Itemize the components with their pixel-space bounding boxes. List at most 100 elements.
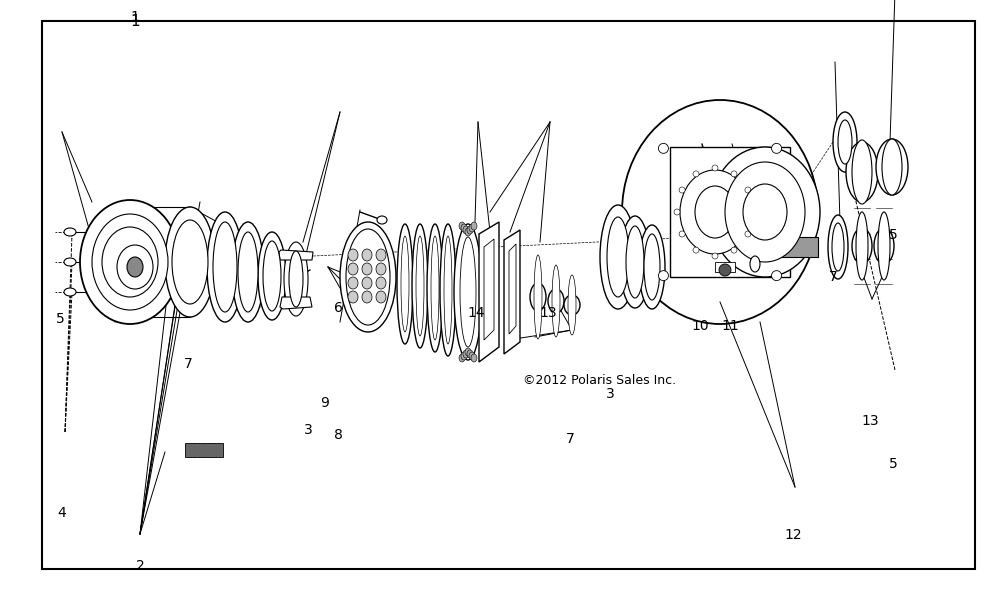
- Ellipse shape: [463, 226, 469, 234]
- Ellipse shape: [467, 350, 473, 358]
- Ellipse shape: [348, 249, 358, 261]
- Ellipse shape: [459, 222, 465, 230]
- Ellipse shape: [92, 214, 168, 310]
- Text: 8: 8: [334, 427, 342, 442]
- Polygon shape: [504, 230, 520, 354]
- Ellipse shape: [232, 222, 264, 322]
- Text: ©2012 Polaris Sales Inc.: ©2012 Polaris Sales Inc.: [523, 373, 677, 386]
- Text: 1: 1: [131, 10, 139, 24]
- Ellipse shape: [348, 263, 358, 275]
- Ellipse shape: [828, 215, 848, 279]
- Ellipse shape: [284, 242, 308, 316]
- Ellipse shape: [376, 277, 386, 289]
- Ellipse shape: [548, 289, 564, 313]
- Ellipse shape: [172, 220, 208, 304]
- Ellipse shape: [838, 120, 852, 164]
- Ellipse shape: [882, 139, 902, 195]
- Ellipse shape: [461, 352, 467, 360]
- Ellipse shape: [440, 224, 456, 356]
- Ellipse shape: [745, 231, 751, 237]
- Ellipse shape: [165, 207, 215, 317]
- Ellipse shape: [731, 247, 737, 253]
- Ellipse shape: [658, 271, 668, 281]
- Ellipse shape: [750, 209, 756, 215]
- Ellipse shape: [852, 140, 872, 204]
- Ellipse shape: [362, 249, 372, 261]
- Ellipse shape: [743, 184, 787, 240]
- Ellipse shape: [213, 222, 237, 312]
- Polygon shape: [279, 250, 313, 260]
- Ellipse shape: [471, 222, 477, 230]
- Ellipse shape: [658, 143, 668, 154]
- Ellipse shape: [674, 209, 680, 215]
- Ellipse shape: [719, 264, 731, 276]
- Ellipse shape: [117, 245, 153, 289]
- Polygon shape: [484, 239, 494, 340]
- Ellipse shape: [679, 187, 685, 193]
- Ellipse shape: [397, 224, 413, 344]
- Ellipse shape: [568, 275, 576, 335]
- Ellipse shape: [833, 112, 857, 172]
- Ellipse shape: [362, 263, 372, 275]
- Ellipse shape: [534, 255, 542, 339]
- Ellipse shape: [465, 348, 471, 356]
- Ellipse shape: [401, 236, 409, 332]
- Ellipse shape: [289, 251, 303, 307]
- Text: 11: 11: [721, 319, 739, 334]
- Bar: [715, 262, 735, 272]
- Text: 5: 5: [56, 312, 64, 326]
- Ellipse shape: [348, 291, 358, 303]
- Text: 9: 9: [321, 396, 329, 411]
- Text: 3: 3: [304, 423, 312, 438]
- Text: 5: 5: [889, 228, 897, 242]
- Text: 5: 5: [889, 456, 897, 471]
- Ellipse shape: [454, 224, 482, 360]
- Ellipse shape: [832, 223, 844, 271]
- Ellipse shape: [461, 224, 467, 232]
- Ellipse shape: [680, 170, 750, 254]
- Ellipse shape: [376, 249, 386, 261]
- Ellipse shape: [725, 162, 805, 262]
- Ellipse shape: [846, 142, 878, 202]
- Text: 3: 3: [606, 387, 614, 402]
- Ellipse shape: [644, 234, 660, 300]
- Ellipse shape: [467, 226, 473, 234]
- Ellipse shape: [620, 216, 650, 308]
- Ellipse shape: [64, 228, 76, 236]
- Text: 12: 12: [784, 527, 802, 542]
- Ellipse shape: [712, 253, 718, 259]
- Ellipse shape: [693, 247, 699, 253]
- Ellipse shape: [238, 232, 258, 312]
- Text: 7: 7: [184, 357, 192, 371]
- Ellipse shape: [340, 222, 396, 332]
- Ellipse shape: [348, 277, 358, 289]
- Text: 14: 14: [467, 306, 485, 320]
- Text: 1: 1: [130, 14, 140, 29]
- Ellipse shape: [427, 224, 443, 352]
- Ellipse shape: [127, 257, 143, 277]
- Ellipse shape: [564, 295, 580, 315]
- Ellipse shape: [874, 228, 894, 264]
- Ellipse shape: [431, 236, 439, 340]
- Ellipse shape: [460, 237, 476, 347]
- Bar: [125, 207, 190, 317]
- Ellipse shape: [693, 171, 699, 177]
- Ellipse shape: [412, 224, 428, 348]
- Ellipse shape: [679, 231, 685, 237]
- Ellipse shape: [772, 143, 782, 154]
- Ellipse shape: [710, 147, 820, 277]
- Ellipse shape: [444, 236, 452, 344]
- Ellipse shape: [622, 100, 818, 324]
- Text: 13: 13: [861, 414, 879, 429]
- Ellipse shape: [469, 224, 475, 232]
- Ellipse shape: [626, 226, 644, 298]
- Polygon shape: [479, 222, 499, 362]
- Ellipse shape: [377, 216, 387, 224]
- Ellipse shape: [463, 350, 469, 358]
- Text: 2: 2: [136, 559, 144, 573]
- Ellipse shape: [731, 171, 737, 177]
- Ellipse shape: [772, 271, 782, 281]
- Text: 4: 4: [58, 506, 66, 520]
- Ellipse shape: [471, 354, 477, 362]
- Ellipse shape: [258, 232, 286, 320]
